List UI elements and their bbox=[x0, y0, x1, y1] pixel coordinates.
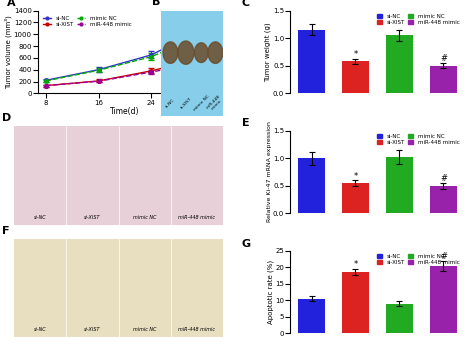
Bar bbox=[298, 30, 325, 93]
Legend: si-NC, si-XIST, mimic NC, miR-448 mimic: si-NC, si-XIST, mimic NC, miR-448 mimic bbox=[374, 252, 462, 267]
Text: #: # bbox=[208, 54, 214, 63]
Bar bbox=[298, 299, 325, 333]
Bar bbox=[386, 35, 413, 93]
Text: mimic NC: mimic NC bbox=[133, 215, 156, 220]
Bar bbox=[430, 66, 456, 93]
Text: mimic NC: mimic NC bbox=[133, 327, 156, 332]
Bar bbox=[342, 61, 369, 93]
Text: C: C bbox=[242, 0, 250, 8]
Text: miR-448
mimic: miR-448 mimic bbox=[206, 94, 225, 113]
Text: #: # bbox=[440, 174, 447, 183]
Text: D: D bbox=[2, 113, 11, 124]
Text: si-NC: si-NC bbox=[34, 215, 46, 220]
Text: miR-448 mimic: miR-448 mimic bbox=[178, 327, 215, 332]
Bar bbox=[342, 272, 369, 333]
Y-axis label: Apoptotic rate (%): Apoptotic rate (%) bbox=[267, 260, 274, 324]
Text: #: # bbox=[440, 252, 447, 261]
Text: F: F bbox=[2, 226, 9, 236]
Bar bbox=[386, 157, 413, 213]
Text: G: G bbox=[242, 239, 251, 249]
Text: A: A bbox=[7, 0, 15, 8]
Text: *: * bbox=[208, 50, 212, 59]
Text: si-XIST: si-XIST bbox=[179, 97, 192, 110]
Bar bbox=[298, 158, 325, 213]
Polygon shape bbox=[163, 42, 178, 64]
Text: si-NC: si-NC bbox=[165, 98, 176, 108]
Text: si-NC: si-NC bbox=[34, 327, 46, 332]
Text: B: B bbox=[152, 0, 160, 7]
Bar bbox=[342, 183, 369, 213]
Polygon shape bbox=[178, 41, 194, 64]
Legend: si-NC, si-XIST, mimic NC, miR-448 mimic: si-NC, si-XIST, mimic NC, miR-448 mimic bbox=[374, 12, 462, 27]
Text: *: * bbox=[353, 172, 357, 181]
Text: mimic NC: mimic NC bbox=[192, 94, 210, 112]
Legend: si-NC, si-XIST, mimic NC, miR-448 mimic: si-NC, si-XIST, mimic NC, miR-448 mimic bbox=[374, 132, 462, 147]
Y-axis label: Relative Ki-47 mRNA expression: Relative Ki-47 mRNA expression bbox=[266, 121, 272, 223]
Bar bbox=[386, 304, 413, 333]
Y-axis label: Tumor volume (mm³): Tumor volume (mm³) bbox=[5, 15, 12, 89]
Polygon shape bbox=[208, 42, 223, 64]
Text: #: # bbox=[440, 54, 447, 63]
Bar bbox=[430, 266, 456, 333]
Text: *: * bbox=[353, 50, 357, 59]
Text: *: * bbox=[353, 260, 357, 269]
Text: E: E bbox=[242, 118, 249, 128]
Polygon shape bbox=[194, 43, 208, 62]
Text: miR-448 mimic: miR-448 mimic bbox=[178, 215, 215, 220]
Legend: si-NC, si-XIST, mimic NC, miR-448 mimic: si-NC, si-XIST, mimic NC, miR-448 mimic bbox=[41, 13, 134, 29]
X-axis label: Time(d): Time(d) bbox=[110, 107, 140, 116]
Y-axis label: Tumor weight (g): Tumor weight (g) bbox=[265, 22, 272, 82]
Text: si-XIST: si-XIST bbox=[84, 327, 100, 332]
Bar bbox=[430, 186, 456, 213]
Text: si-XIST: si-XIST bbox=[84, 215, 100, 220]
